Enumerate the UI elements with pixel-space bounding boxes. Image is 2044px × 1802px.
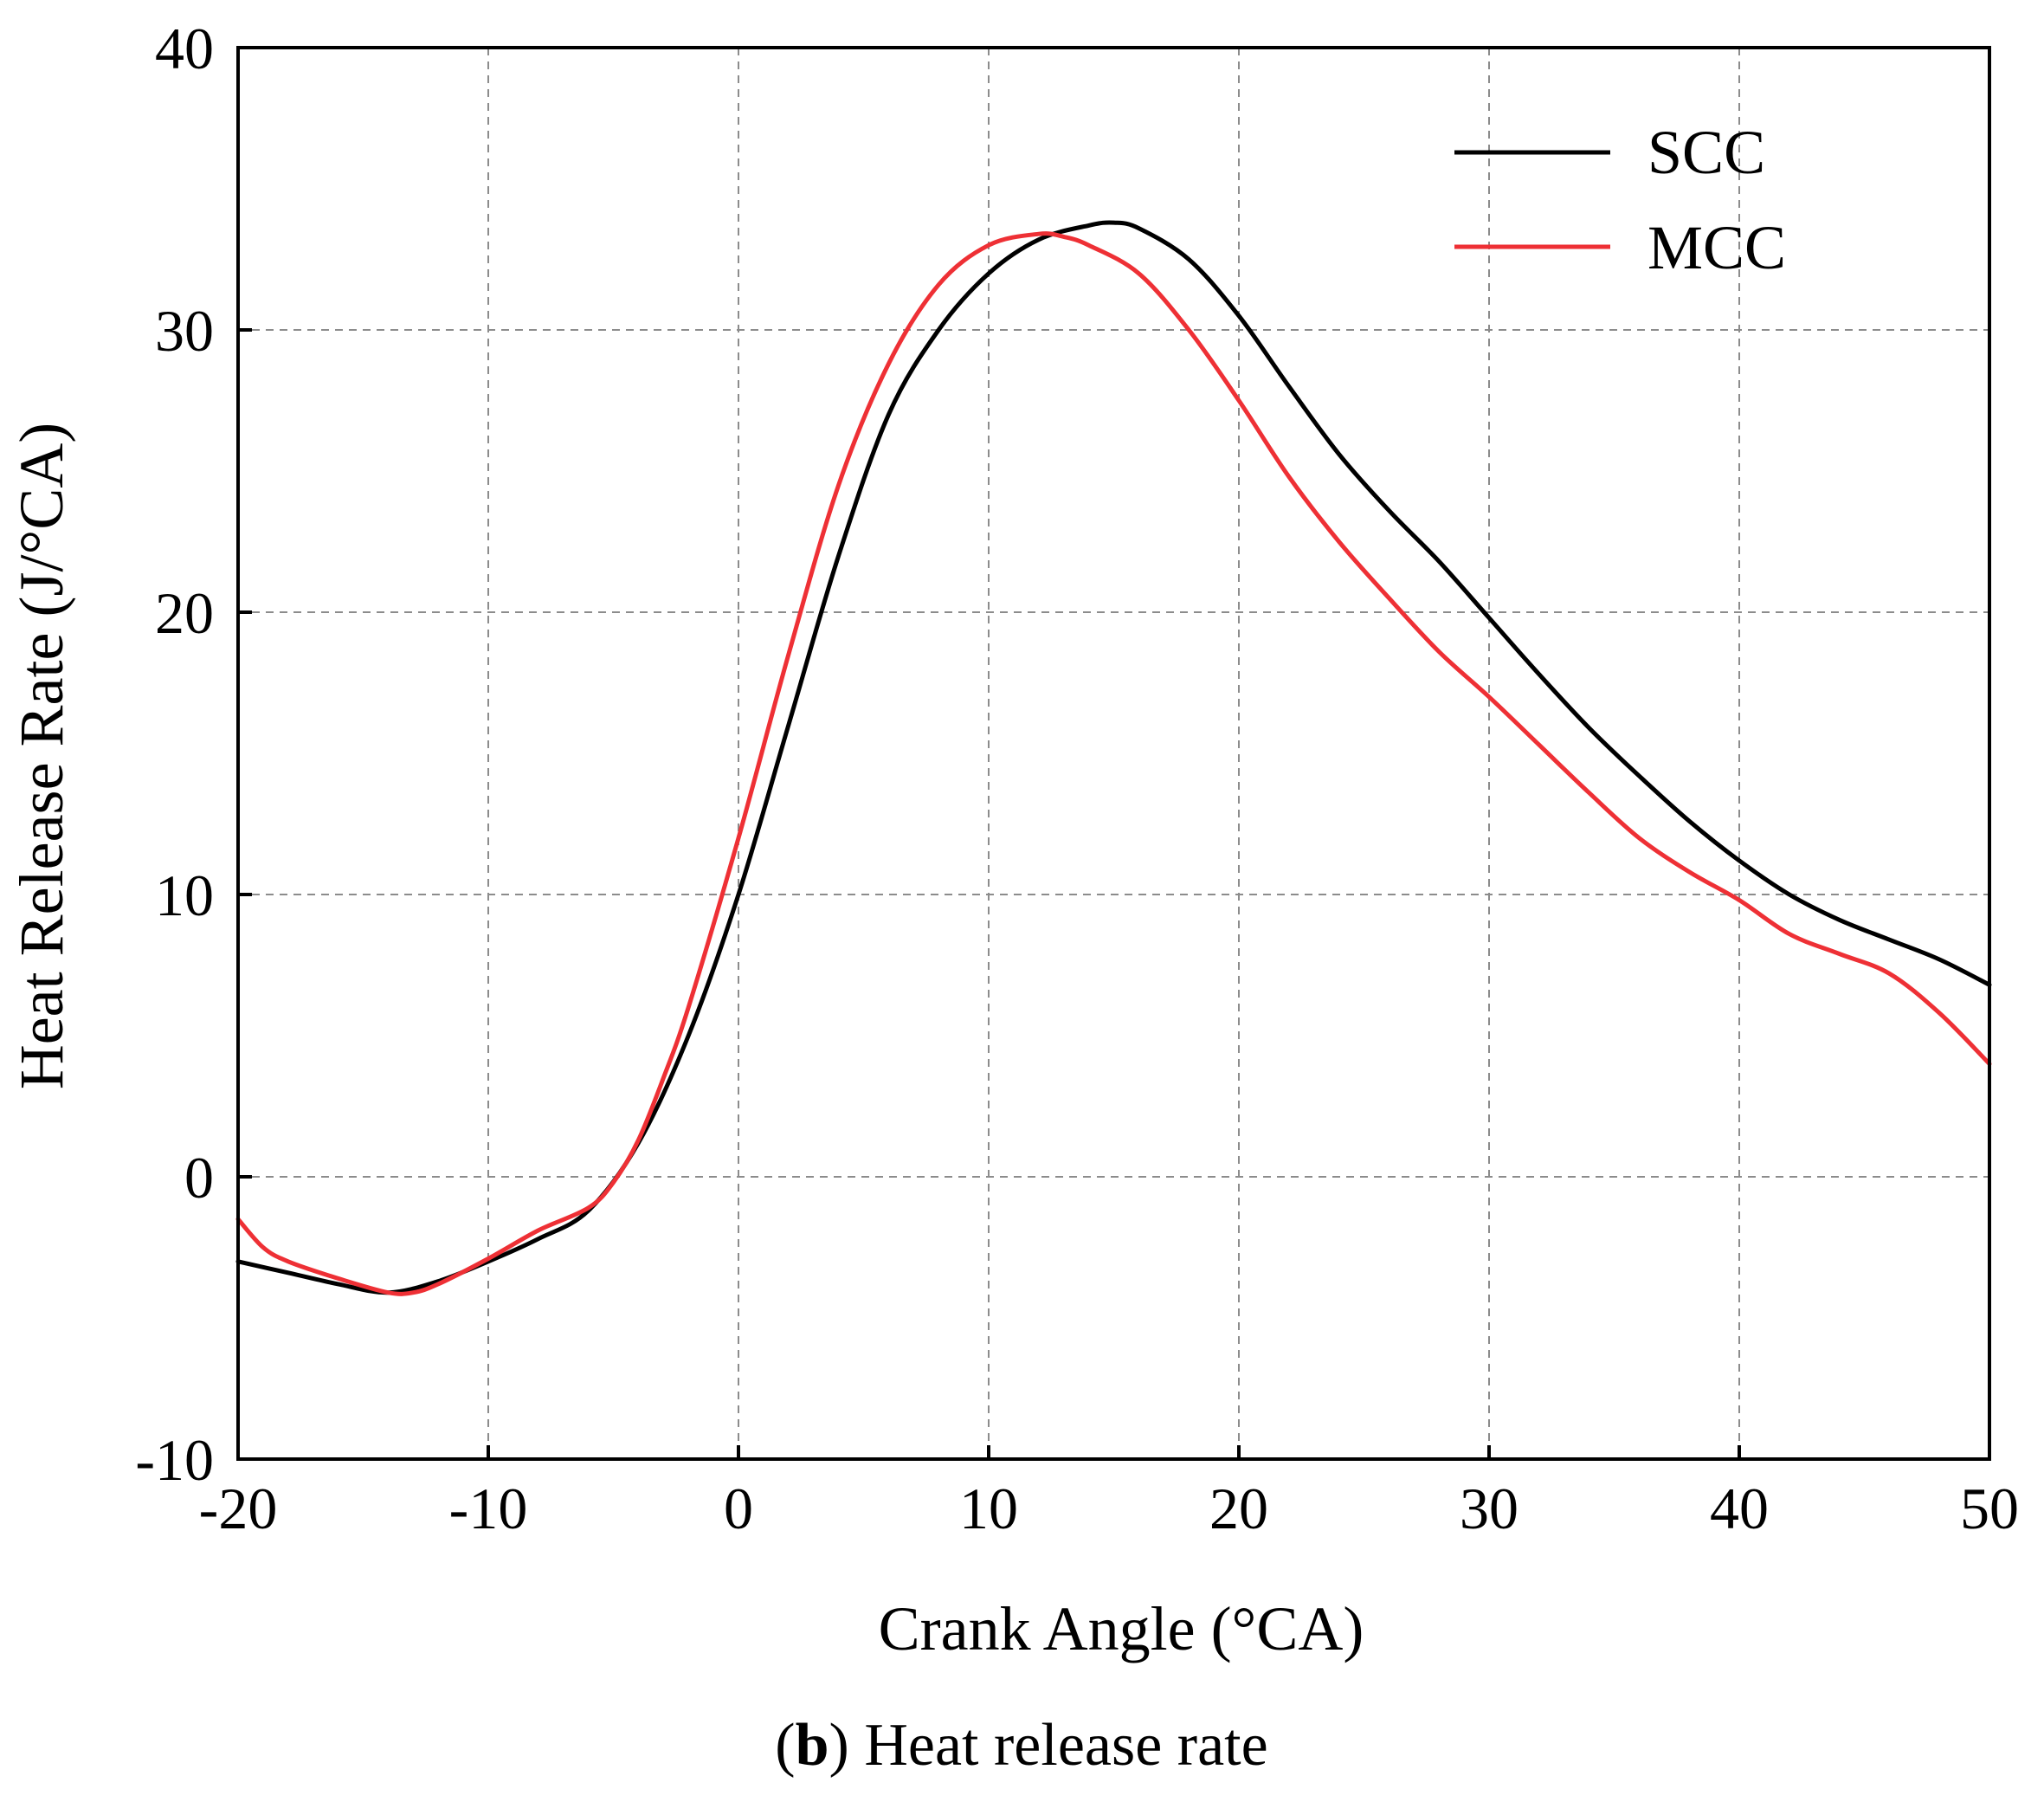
x-tick-label: -10 [449, 1476, 528, 1541]
x-tick-label: 40 [1710, 1476, 1769, 1541]
legend-label-mcc: MCC [1647, 213, 1786, 282]
y-tick-label: 10 [155, 862, 214, 928]
y-tick-label: 20 [155, 580, 214, 646]
figure-caption: (b) Heat release rate [775, 1712, 1267, 1779]
x-tick-label: 50 [1960, 1476, 2019, 1541]
caption-text: Heat release rate [864, 1712, 1267, 1779]
tick-layer [236, 46, 1991, 1461]
y-tick-label: 0 [184, 1145, 214, 1211]
x-axis-title: Crank Angle (°CA) [879, 1594, 1364, 1663]
x-tick-labels: -20 -10 0 10 20 30 40 50 [199, 1476, 2019, 1541]
x-tick-label: 30 [1460, 1476, 1518, 1541]
series-layer [235, 220, 1992, 1296]
y-tick-label: 40 [155, 16, 214, 81]
legend: SCC MCC [1454, 118, 1786, 282]
x-tick-label: 20 [1209, 1476, 1268, 1541]
y-tick-labels: -10 0 10 20 30 40 [135, 16, 214, 1493]
grid-layer [238, 48, 1989, 1459]
y-tick-label: 30 [155, 298, 214, 364]
series-line-mcc [235, 231, 1992, 1296]
x-tick-label: 10 [959, 1476, 1018, 1541]
x-tick-label: -20 [199, 1476, 278, 1541]
x-tick-label: 0 [724, 1476, 753, 1541]
legend-label-scc: SCC [1647, 118, 1765, 187]
caption-panel-label: b [796, 1712, 829, 1779]
y-tick-label: -10 [135, 1427, 214, 1493]
y-axis-title: Heat Release Rate (J/°CA) [7, 423, 76, 1090]
plot-area-frame [236, 46, 1991, 1461]
series-line-scc [235, 220, 1992, 1295]
